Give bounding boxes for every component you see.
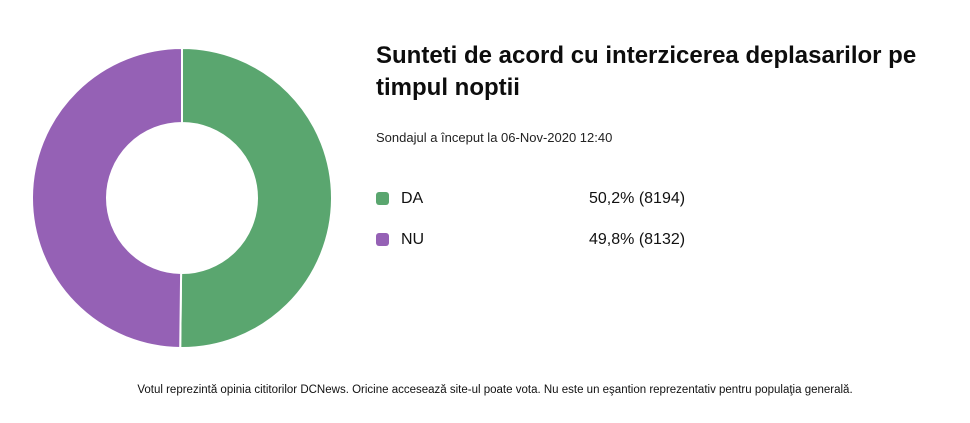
legend-swatch-nu (376, 233, 389, 246)
poll-title: Sunteti de acord cu interzicerea deplasa… (376, 42, 917, 101)
legend-value-da: 50,2% (8194) (589, 190, 686, 207)
legend-value-nu: 49,8% (8132) (589, 231, 686, 248)
donut-chart (31, 46, 333, 350)
donut-slice-nu[interactable] (31, 46, 183, 350)
disclaimer-footnote: Votul reprezintă opinia cititorilor DCNe… (137, 384, 853, 396)
legend-item-nu[interactable]: NU 49,8% (8132) (376, 229, 736, 270)
donut-slice-da[interactable] (179, 46, 333, 349)
legend-label-nu: NU (401, 231, 425, 248)
poll-start-date: Sondajul a început la 06-Nov-2020 12:40 (376, 130, 613, 145)
legend-label-da: DA (401, 190, 424, 207)
legend: DA 50,2% (8194) NU 49,8% (8132) (376, 188, 736, 270)
legend-item-da[interactable]: DA 50,2% (8194) (376, 188, 736, 229)
legend-swatch-da (376, 192, 389, 205)
